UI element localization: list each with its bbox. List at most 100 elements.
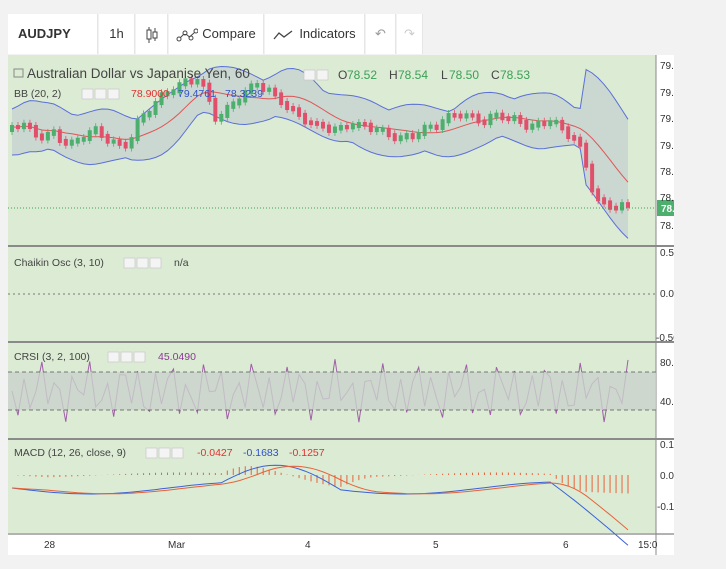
redo-icon: ↷ <box>404 26 415 41</box>
candle-body <box>21 122 26 130</box>
chart-type-button[interactable] <box>136 14 168 54</box>
candle-body <box>410 133 415 140</box>
eye-icon[interactable] <box>303 69 316 81</box>
candle-body <box>273 87 278 97</box>
macd-line-value: -0.1683 <box>243 447 279 459</box>
candle-body <box>135 118 140 142</box>
collapse-icon[interactable] <box>13 68 24 78</box>
close-icon[interactable] <box>133 351 146 363</box>
candle-body <box>590 163 595 193</box>
compare-button[interactable]: Compare <box>169 14 264 54</box>
bb-mid-line <box>11 91 629 183</box>
bb-lower-line <box>11 111 629 239</box>
candle-body <box>356 121 361 129</box>
close-icon[interactable] <box>171 447 184 459</box>
crsi-label: CRSI (3, 2, 100) <box>14 351 90 363</box>
candle-body <box>93 126 98 135</box>
candle-body <box>189 78 194 85</box>
time-tick: 4 <box>305 540 311 551</box>
ohlc-c-label: C <box>491 68 500 82</box>
macd-hist-value: -0.0427 <box>197 447 233 459</box>
candle-body <box>10 125 14 132</box>
ohlc-h-value: 78.54 <box>398 68 428 82</box>
candle-body <box>249 83 254 95</box>
candle-body <box>291 106 296 112</box>
candle-body <box>530 123 535 130</box>
time-axis[interactable]: 28 Mar 4 5 6 15:0 <box>44 540 658 551</box>
candle-body <box>309 120 314 126</box>
bollinger-bands <box>11 65 629 239</box>
crsi-legend: CRSI (3, 2, 100) 45.0490 <box>14 351 196 363</box>
symbol-button[interactable]: AUDJPY <box>8 14 98 54</box>
candle-body <box>422 124 427 137</box>
candle-body <box>608 200 613 210</box>
candle-body <box>584 142 589 168</box>
candle-body <box>243 90 248 103</box>
close-icon[interactable] <box>107 88 120 100</box>
macd-tick: -0.1000 <box>657 502 674 513</box>
chart-canvas[interactable]: 78.53 79.60 79.40 79.20 79.00 78.80 78.6… <box>8 55 697 555</box>
chaikin-tick: -0.5000 <box>656 333 674 344</box>
candle-body <box>476 113 481 124</box>
close-icon[interactable] <box>149 257 162 269</box>
ohlc-h-label: H <box>389 68 398 82</box>
candle-body <box>51 129 56 136</box>
candle-body <box>416 132 421 140</box>
candle-body <box>572 135 577 141</box>
gear-icon[interactable] <box>120 351 133 363</box>
indicators-button[interactable]: Indicators <box>265 14 365 54</box>
compare-label: Compare <box>202 26 256 41</box>
main-legend: Australian Dollar vs Japanise Yen, 60 O … <box>13 66 530 100</box>
interval-button[interactable]: 1h <box>99 14 135 54</box>
candle-body <box>141 113 146 123</box>
price-tick: 79.20 <box>660 114 674 125</box>
candle-body <box>374 127 379 133</box>
price-tick: 79.40 <box>660 88 674 99</box>
candle-body <box>482 119 487 126</box>
gear-icon[interactable] <box>94 88 107 100</box>
eye-icon[interactable] <box>123 257 136 269</box>
candle-body <box>326 124 331 133</box>
macd-legend: MACD (12, 26, close, 9) -0.0427 -0.1683 … <box>14 447 325 459</box>
indicators-label: Indicators <box>299 26 356 41</box>
candle-body <box>99 126 104 138</box>
macd-pane[interactable] <box>8 440 656 533</box>
candles <box>10 75 630 214</box>
candle-body <box>620 202 625 211</box>
candle-body <box>69 139 74 146</box>
eye-icon[interactable] <box>145 447 158 459</box>
candle-body <box>554 119 559 125</box>
candle-body <box>153 101 158 115</box>
macd-signal-value: -0.1257 <box>289 447 325 459</box>
undo-button[interactable]: ↶ <box>366 14 396 54</box>
gear-icon[interactable] <box>158 447 171 459</box>
candle-body <box>123 141 128 149</box>
ohlc-o-label: O <box>338 68 347 82</box>
macd-label: MACD (12, 26, close, 9) <box>14 447 126 459</box>
gear-icon[interactable] <box>316 69 329 81</box>
bb-upper-value: 79.4761 <box>178 88 216 100</box>
redo-button[interactable]: ↷ <box>397 14 423 54</box>
candle-body <box>506 116 511 122</box>
gear-icon[interactable] <box>136 257 149 269</box>
candle-body <box>255 83 260 88</box>
price-tick: 78.60 <box>660 193 674 204</box>
candle-body <box>39 133 44 141</box>
candle-body <box>488 113 493 126</box>
candle-body <box>219 113 224 122</box>
chart-area[interactable]: 78.53 79.60 79.40 79.20 79.00 78.80 78.6… <box>8 55 697 555</box>
candle-body <box>105 133 110 144</box>
candle-body <box>45 131 50 141</box>
time-tick: Mar <box>168 540 186 551</box>
toolbar: AUDJPY 1h Compare Indicators ↶ ↷ <box>0 14 726 54</box>
time-tick: 6 <box>563 540 569 551</box>
time-tick: 28 <box>44 540 56 551</box>
chaikin-tick: 0.0000 <box>660 289 674 300</box>
price-tick: 78.40 <box>660 221 674 232</box>
eye-icon[interactable] <box>81 88 94 100</box>
chaikin-label: Chaikin Osc (3, 10) <box>14 257 104 269</box>
candle-body <box>147 110 152 118</box>
eye-icon[interactable] <box>107 351 120 363</box>
price-axis[interactable]: 79.60 79.40 79.20 79.00 78.80 78.60 78.4… <box>656 61 697 513</box>
candle-body <box>470 113 475 118</box>
